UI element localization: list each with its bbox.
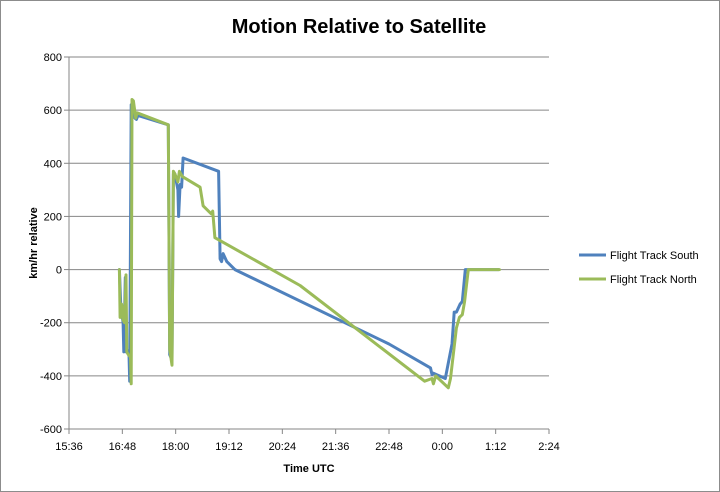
y-tick-label: 200 (44, 211, 62, 223)
gridlines (69, 56, 549, 430)
y-tick-label: 0 (56, 265, 62, 277)
y-axis-label: km/hr relative (28, 207, 40, 279)
x-axis-label: Time UTC (283, 463, 334, 475)
series-line-flight-track-south (117, 103, 501, 383)
x-tick-label: 2:24 (538, 441, 559, 453)
legend-label: Flight Track South (610, 250, 699, 262)
x-tick-label: 1:12 (485, 441, 506, 453)
x-axis-ticks: 15:36 16:48 18:00 19:12 20:24 21:36 22:48 0:00 1… (55, 429, 560, 453)
y-tick-label: 800 (44, 52, 62, 64)
x-tick-label: 21:36 (322, 441, 350, 453)
y-tick-label: 600 (44, 105, 62, 117)
y-axis-ticks: 800 600 400 200 0 -200 -400 -600 (40, 52, 69, 436)
y-tick-label: -400 (40, 371, 62, 383)
y-tick-label: 400 (44, 158, 62, 170)
legend: Flight Track South Flight Track North (579, 250, 699, 286)
legend-label: Flight Track North (610, 274, 697, 286)
x-tick-label: 0:00 (432, 441, 453, 453)
x-tick-label: 20:24 (269, 441, 297, 453)
y-tick-label: -600 (40, 424, 62, 436)
x-tick-label: 19:12 (215, 441, 243, 453)
x-tick-label: 22:48 (375, 441, 403, 453)
x-tick-label: 18:00 (162, 441, 190, 453)
x-tick-label: 16:48 (109, 441, 137, 453)
y-tick-label: -200 (40, 318, 62, 330)
x-tick-label: 15:36 (55, 441, 83, 453)
chart-title: Motion Relative to Satellite (232, 16, 486, 38)
series-line-flight-track-north (117, 98, 501, 390)
series-lines (117, 98, 501, 390)
